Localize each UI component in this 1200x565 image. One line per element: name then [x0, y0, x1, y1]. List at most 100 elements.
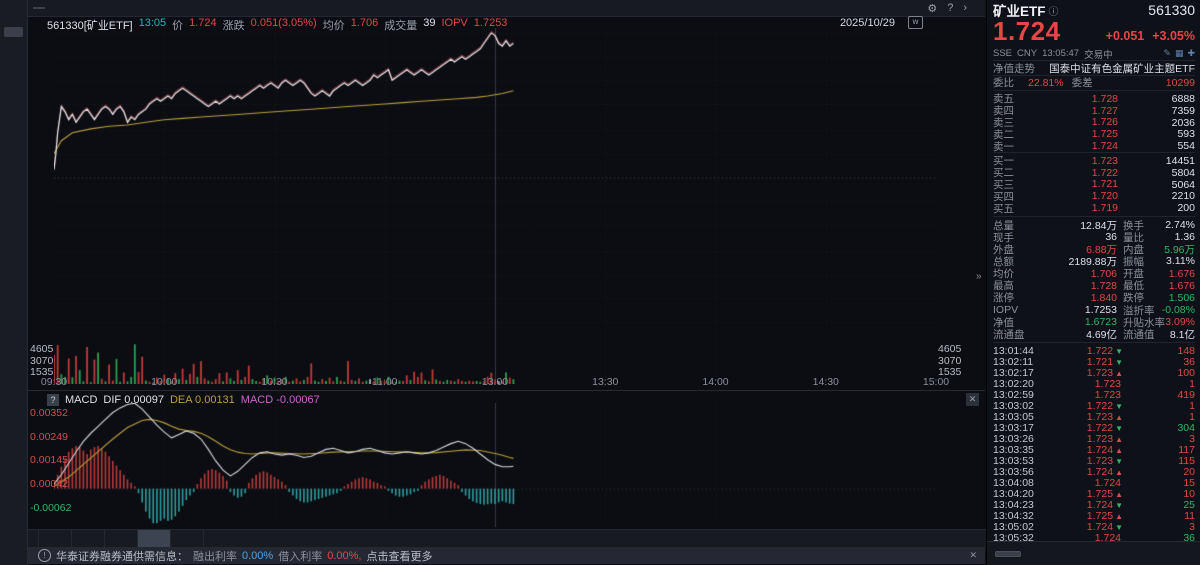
- price-axis-label: [30, 310, 54, 334]
- indicator-tab[interactable]: [171, 530, 204, 548]
- sidebar-item[interactable]: [4, 195, 23, 205]
- sidebar-item[interactable]: [4, 27, 23, 37]
- price-axis-label: [30, 117, 54, 141]
- stat-row: 流通盘 4.69亿 流通值 8.1亿: [993, 328, 1195, 341]
- sidebar-item[interactable]: [4, 111, 23, 121]
- percent-axis-label: [938, 310, 978, 334]
- period-tab[interactable]: [131, 7, 143, 9]
- indicator-tab[interactable]: [72, 530, 105, 548]
- main-chart-area: ⚙ ? › 561330[矿业ETF] 13:05 价 1.724 涨跌 0.0…: [28, 0, 995, 565]
- help-icon[interactable]: ?: [947, 2, 954, 14]
- stock-name: 矿业ETF: [993, 4, 1046, 19]
- panel-collapse-handle[interactable]: »: [976, 271, 982, 282]
- minute-chart-canvas[interactable]: [54, 28, 936, 384]
- price-axis-label: [30, 286, 54, 310]
- info-icon[interactable]: ⓘ: [1048, 6, 1059, 18]
- chart-date: 2025/10/29: [839, 17, 895, 29]
- quote-avg: 1.706: [350, 17, 379, 29]
- tick-row: 13:02:11 1.721 ▼ 36: [993, 355, 1195, 368]
- quote-volume: 39: [423, 17, 436, 29]
- macd-chart-canvas[interactable]: [54, 403, 936, 527]
- period-tab[interactable]: [187, 7, 199, 9]
- price-axis-label: [30, 93, 54, 117]
- tick-row: 13:03:35 1.724 ▲ 117: [993, 443, 1195, 456]
- price-axis-label: [30, 69, 54, 93]
- see-more-link[interactable]: 点击查看更多: [366, 550, 433, 563]
- toolbar-tool[interactable]: [911, 7, 921, 9]
- period-tab[interactable]: [75, 7, 87, 9]
- add-icon[interactable]: ✚: [1187, 48, 1195, 58]
- sidebar-item[interactable]: [4, 139, 23, 149]
- period-tab[interactable]: [47, 7, 59, 9]
- panel-tabs: [987, 541, 1200, 565]
- volume-axis-label: 4605: [938, 343, 962, 355]
- direction-arrow-icon: ▼: [1115, 500, 1123, 510]
- price-axis-label: [30, 21, 54, 45]
- toolbar-tool[interactable]: [861, 7, 871, 9]
- tick-row: 13:02:17 1.723 ▲ 100: [993, 366, 1195, 379]
- period-toolbar: ⚙ ? ›: [28, 0, 985, 17]
- time-axis-label: 13:30: [592, 376, 619, 388]
- panel-tab[interactable]: [995, 551, 1021, 557]
- bid-levels: 买一 1.723 14451 买二 1.722 5804 买三 1.721 5064 买四 1…: [993, 152, 1195, 215]
- price-axis-label: [30, 141, 54, 165]
- borrow-rate: 0.00%,: [327, 549, 362, 562]
- period-tab[interactable]: [117, 7, 129, 9]
- weibi-value: 22.81%: [1028, 76, 1064, 89]
- kline-icon[interactable]: ▦: [1174, 48, 1184, 58]
- ask-row: 卖四 1.727 7359: [993, 104, 1195, 118]
- period-tab[interactable]: [103, 7, 115, 9]
- volume-axis-label: 1535: [30, 366, 54, 378]
- toolbar-tool[interactable]: [871, 7, 881, 9]
- direction-arrow-icon: ▼: [1115, 423, 1123, 433]
- price-change-pct: +3.05%: [1152, 29, 1195, 43]
- toolbar-tool[interactable]: [891, 7, 901, 9]
- indicator-tab[interactable]: [138, 530, 171, 548]
- sidebar-item[interactable]: [4, 83, 23, 93]
- ask-row: 卖二 1.725 593: [993, 128, 1195, 141]
- macd-axis-label: 0.00249: [30, 430, 68, 443]
- volume-axis-label: 1535: [938, 366, 962, 378]
- chevron-right-icon[interactable]: ›: [963, 2, 967, 14]
- panel-tab[interactable]: [1025, 552, 1049, 556]
- fund-full-name: 国泰中证有色金属矿业主题ETF: [1049, 62, 1195, 75]
- percent-axis-label: [938, 117, 978, 141]
- close-icon[interactable]: ✕: [966, 393, 979, 406]
- sidebar-item[interactable]: [4, 167, 23, 177]
- toolbar-tool[interactable]: [881, 7, 891, 9]
- volume-axis-label: 3070: [30, 354, 54, 367]
- stat-row: 涨停 1.840 跌停 1.506: [993, 291, 1195, 305]
- percent-axis-label: [938, 93, 978, 117]
- quote-price: 1.724: [189, 17, 217, 29]
- percent-axis-label: [938, 214, 978, 238]
- direction-arrow-icon: ▲: [1115, 368, 1123, 378]
- stock-code: 561330: [1148, 2, 1195, 18]
- period-tab[interactable]: [159, 7, 171, 9]
- tick-row: 13:03:53 1.723 ▼ 115: [993, 454, 1195, 467]
- close-icon[interactable]: ✕: [969, 550, 977, 560]
- indicator-tab[interactable]: [105, 530, 138, 548]
- period-tab[interactable]: [33, 7, 45, 9]
- period-tab[interactable]: [89, 7, 101, 9]
- toolbar-tools: ⚙ ? ›: [861, 2, 985, 15]
- edit-icon[interactable]: ✎: [1163, 48, 1171, 58]
- time-axis-label: 10:00: [151, 376, 178, 388]
- sidebar-item[interactable]: [4, 55, 23, 65]
- toolbar-tool[interactable]: [901, 7, 911, 9]
- price-axis-label: [30, 238, 54, 262]
- tick-row: 13:03:05 1.723 ▲ 1: [993, 410, 1195, 423]
- ask-row: 卖五 1.728 6888: [993, 92, 1195, 106]
- period-tab[interactable]: [145, 7, 157, 9]
- gear-icon[interactable]: ⚙: [927, 2, 938, 15]
- time-axis-label: 09:30: [40, 376, 68, 388]
- nav-trend-link[interactable]: 净值走势: [993, 62, 1035, 75]
- direction-arrow-icon: ▲: [1115, 467, 1123, 477]
- tick-row: 13:04:23 1.724 ▼ 25: [993, 498, 1195, 511]
- bid-row: 买三 1.721 5064: [993, 178, 1195, 191]
- indicator-tab[interactable]: [38, 530, 72, 548]
- period-tab[interactable]: [61, 7, 73, 9]
- direction-arrow-icon: ▲: [1115, 434, 1123, 444]
- bid-row: 买二 1.722 5804: [993, 166, 1195, 180]
- time-axis: 09:30 10:00 10:30 11:00 13:00 13:30 14:00 14:30…: [28, 376, 985, 389]
- period-tab[interactable]: [173, 7, 185, 9]
